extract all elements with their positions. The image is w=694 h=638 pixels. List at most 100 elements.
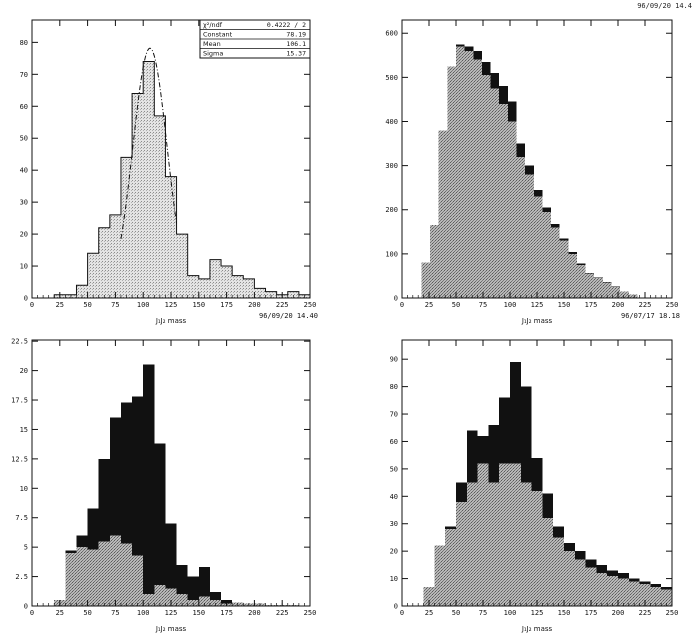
histogram-bar (542, 518, 554, 606)
histogram-bar (165, 588, 177, 606)
histogram-bar (499, 463, 510, 606)
histogram-bar (542, 207, 552, 212)
y-tick-label: 17.5 (11, 397, 28, 405)
histogram-bar (628, 578, 640, 582)
y-tick-label: 5 (24, 544, 28, 552)
y-tick-label: 30 (390, 520, 398, 528)
histogram-bar (198, 596, 210, 606)
x-tick-label: 200 (248, 609, 261, 617)
histogram-bar (602, 282, 612, 298)
x-tick-label: 175 (585, 609, 598, 617)
y-tick-label: 20 (20, 367, 28, 375)
histogram-bar (209, 591, 222, 601)
histogram-bar (87, 253, 99, 298)
histogram-bar (564, 551, 575, 606)
x-tick-label: 75 (111, 301, 119, 309)
histogram-bar (499, 103, 508, 298)
x-tick-label: 100 (504, 301, 517, 309)
histogram-bar (585, 567, 597, 606)
x-tick-label: 50 (83, 609, 91, 617)
x-tick-label: 50 (452, 301, 460, 309)
histogram-bar (430, 225, 439, 298)
histogram-bar (456, 501, 467, 606)
histogram-bar (559, 238, 569, 241)
histogram-bar (265, 291, 277, 298)
histogram-bar (650, 586, 662, 606)
histogram-bar (434, 545, 446, 606)
histogram-bar (176, 594, 188, 606)
x-tick-label: 25 (425, 609, 433, 617)
x-tick-label: 25 (425, 301, 433, 309)
histogram-bar (466, 482, 478, 606)
histogram-bar (568, 253, 577, 298)
histogram-bar (574, 551, 586, 560)
histogram-bar (456, 44, 465, 47)
histogram-bar (596, 564, 608, 574)
histogram-bar (243, 278, 255, 298)
x-tick-label: 150 (192, 301, 205, 309)
histogram-bar (594, 278, 603, 298)
y-tick-label: 10 (20, 263, 28, 271)
x-tick-label: 200 (248, 301, 261, 309)
y-tick-label: 90 (390, 356, 398, 364)
histogram-bar (516, 143, 526, 157)
x-tick-label: 100 (137, 301, 150, 309)
histogram-bar (176, 564, 188, 595)
histogram-bar (232, 275, 244, 298)
stats-value: 106.1 (286, 40, 306, 48)
histogram-bar (481, 61, 491, 76)
histogram-bar (198, 278, 210, 298)
x-tick-label: 200 (612, 609, 625, 617)
histogram-bar (507, 101, 517, 122)
y-tick-label: 10 (20, 485, 28, 493)
histogram-bar (98, 541, 110, 606)
histogram-bar (176, 234, 188, 298)
histogram-bar (611, 286, 621, 298)
y-tick-label: 500 (385, 74, 398, 82)
histogram-bar (109, 417, 121, 536)
histogram-bar (650, 584, 662, 587)
x-tick-label: 225 (276, 609, 289, 617)
y-tick-label: 10 (390, 575, 398, 583)
stats-label: χ²/ndf (203, 21, 223, 29)
y-tick-label: 0 (394, 603, 398, 611)
y-tick-label: 0 (24, 603, 28, 611)
x-tick-label: 25 (56, 609, 64, 617)
histogram-bar (154, 115, 166, 299)
histogram-bar (620, 291, 629, 298)
histogram-bar (520, 386, 532, 483)
x-tick-label: 50 (452, 609, 460, 617)
histogram-bar (533, 196, 543, 298)
histogram-bar (109, 214, 121, 298)
histogram-bar (98, 458, 110, 542)
x-tick-label: 200 (612, 301, 625, 309)
histogram-bar (65, 553, 77, 606)
panel-timestamp: 96/09/20 14.40 (259, 312, 318, 320)
histogram-bar (661, 589, 672, 606)
histogram-bar (551, 227, 560, 298)
chart-panel-4: 0 25 50 75 100 125 150 175 200 225 250 0 10 20 30 40 50 6… (390, 339, 678, 633)
x-tick-label: 125 (165, 301, 178, 309)
histogram-bar (594, 277, 603, 279)
histogram-bar (76, 535, 88, 548)
histogram-bar (76, 285, 88, 298)
x-tick-label: 125 (531, 301, 544, 309)
histogram-bar (607, 575, 618, 606)
histogram-bar (98, 227, 110, 298)
x-tick-label: 0 (400, 609, 404, 617)
histogram-bar (120, 543, 133, 606)
histogram-bar (473, 59, 482, 298)
histogram-bar (76, 547, 88, 606)
histogram-bar (661, 586, 672, 590)
histogram-bar (596, 573, 608, 606)
histogram-bar (618, 578, 629, 606)
histogram-bar (154, 443, 166, 585)
histogram-bar (516, 156, 526, 298)
histogram-bar (576, 263, 586, 265)
histogram-bar (576, 264, 586, 298)
chart-panel-3: 0 25 50 75 100 125 150 175 200 225 250 0 2.5 5 7.5 10 12… (11, 338, 316, 633)
histogram-bar (221, 266, 233, 298)
histogram-bar (423, 586, 435, 606)
histogram-bar (477, 435, 489, 464)
